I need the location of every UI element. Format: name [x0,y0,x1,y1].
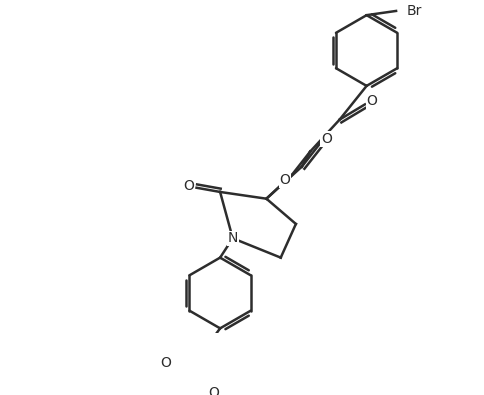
Text: Br: Br [406,4,422,18]
Text: O: O [279,173,290,187]
Text: O: O [208,386,219,395]
Text: O: O [183,179,195,193]
Text: O: O [366,94,377,108]
Text: O: O [160,356,171,370]
Text: O: O [321,132,332,146]
Text: N: N [227,231,238,245]
